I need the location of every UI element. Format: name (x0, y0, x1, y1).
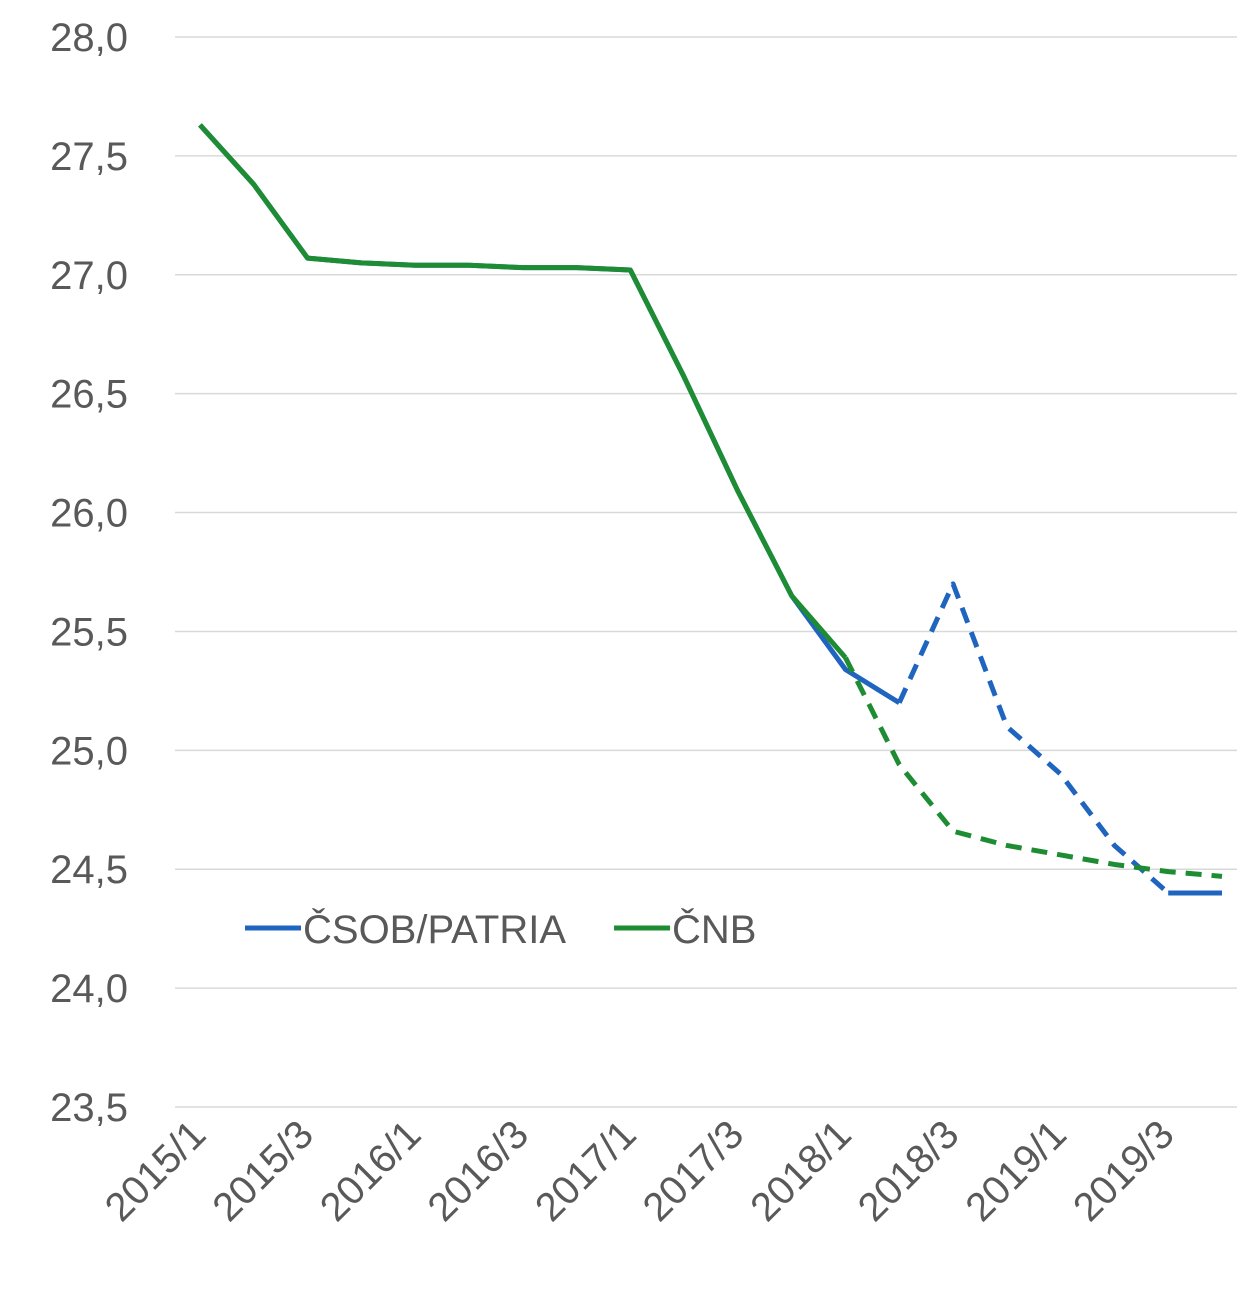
y-tick-label: 27,0 (50, 254, 128, 298)
x-tick-label: 2016/1 (312, 1112, 430, 1230)
legend-label: ČNB (672, 907, 756, 952)
x-tick-label: 2017/1 (527, 1112, 645, 1230)
x-tick-label: 2016/3 (419, 1112, 537, 1230)
line-segment (198, 123, 848, 660)
line-segment (198, 123, 901, 705)
y-tick-label: 26,0 (50, 492, 128, 536)
x-tick-label: 2018/1 (742, 1112, 860, 1230)
x-tick-label: 2018/3 (850, 1112, 968, 1230)
y-tick-label: 25,5 (50, 610, 128, 654)
y-tick-label: 23,5 (50, 1086, 128, 1130)
x-tick-label: 2017/3 (635, 1112, 753, 1230)
y-tick-label: 27,5 (50, 135, 128, 179)
line-segment (843, 656, 1223, 879)
x-tick-label: 2019/3 (1065, 1112, 1183, 1230)
line-segment (896, 581, 1170, 895)
x-tick-label: 2019/1 (957, 1112, 1075, 1230)
y-tick-label: 25,0 (50, 729, 128, 773)
y-tick-label: 24,5 (50, 848, 128, 892)
y-tick-label: 28,0 (50, 16, 128, 60)
y-tick-label: 26,5 (50, 373, 128, 417)
y-tick-label: 24,0 (50, 967, 128, 1011)
legend-label: ČSOB/PATRIA (303, 907, 566, 952)
x-tick-label: 2015/3 (204, 1112, 322, 1230)
